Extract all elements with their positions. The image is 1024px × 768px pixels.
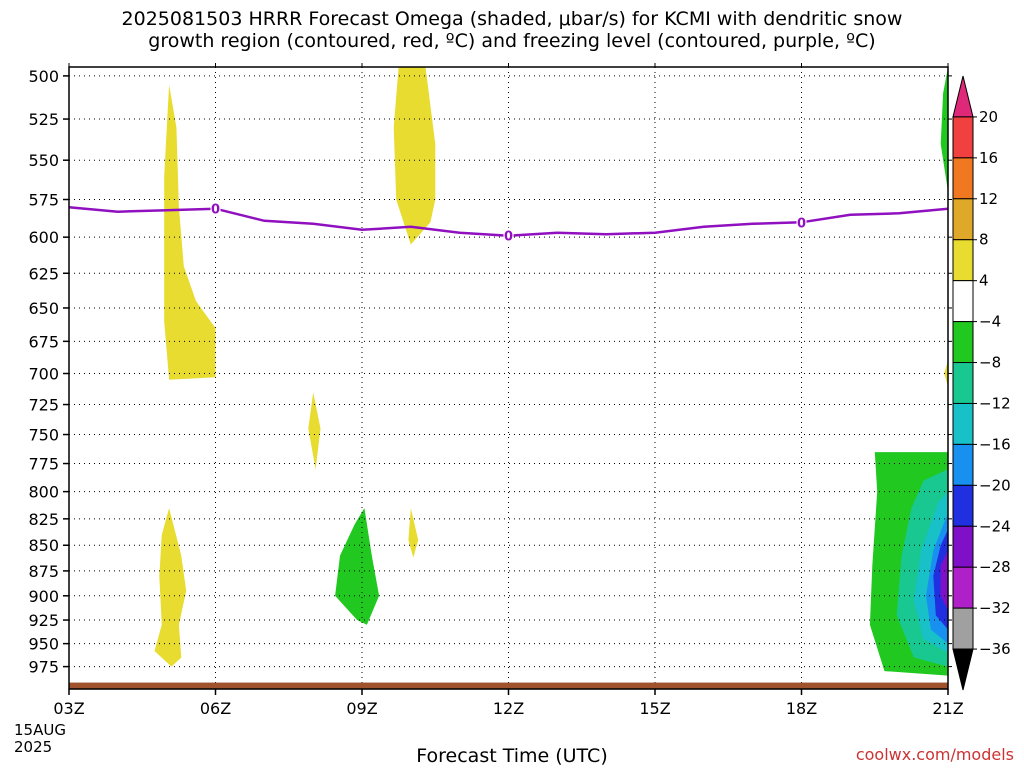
purple-core-21z [940, 550, 948, 611]
y-tick-label: 525 [28, 110, 59, 129]
y-tick-label: 700 [28, 365, 59, 384]
x-axis-label: Forecast Time (UTC) [416, 745, 608, 767]
freezing-level-contour: 0 0 0 [68, 200, 949, 245]
colorbar-label: −20 [979, 476, 1011, 494]
colorbar-label: 4 [979, 272, 989, 290]
colorbar-box [952, 280, 974, 323]
colorbar-box [952, 525, 974, 568]
colorbar-label: 8 [979, 231, 989, 249]
colorbar-label: −16 [979, 435, 1011, 453]
colorbar-box [952, 566, 974, 609]
ground-surface [69, 682, 948, 690]
y-tick-label: 850 [28, 536, 59, 555]
colorbar-label: 20 [979, 108, 998, 126]
y-tick-label: 925 [28, 611, 59, 630]
colorbar-label: −28 [979, 558, 1011, 576]
y-axis-ticks: 500 525 550 575 600 625 650 675 700 725 750 775 800 8… [28, 67, 952, 677]
y-tick-label: 825 [28, 510, 59, 529]
y-tick-label: 500 [28, 67, 59, 86]
y-tick-label: 625 [28, 264, 59, 283]
freezing-label-bg [210, 200, 221, 217]
y-tick-label: 800 [28, 483, 59, 502]
colorbar-box [952, 239, 974, 282]
yellow-plume-10z [393, 67, 436, 245]
date-year-label: 2025 [14, 738, 53, 756]
date-day-label: 15AUG [14, 721, 66, 739]
colorbar-box [952, 402, 974, 445]
colorbar-label: 12 [979, 190, 998, 208]
chart-title: 2025081503 HRRR Forecast Omega (shaded, … [0, 8, 1024, 52]
colorbar-box [952, 321, 974, 364]
y-tick-label: 775 [28, 455, 59, 474]
freezing-level-label: 0 [211, 203, 220, 218]
title-line-1: 2025081503 HRRR Forecast Omega (shaded, … [121, 8, 903, 30]
colorbar-label: −4 [979, 313, 1001, 331]
colorbar-box [952, 484, 974, 527]
x-tick-label: 06Z [200, 699, 231, 718]
colorbar-box [952, 157, 974, 200]
colorbar-label: −36 [979, 640, 1011, 658]
x-tick-label: 03Z [53, 699, 84, 718]
colorbar-top-arrow [952, 75, 974, 118]
y-tick-label: 875 [28, 562, 59, 581]
colorbar-bottom-arrow [952, 648, 974, 691]
colorbar-box [952, 198, 974, 241]
credit-link[interactable]: coolwx.com/models [855, 745, 1014, 764]
x-tick-label: 15Z [639, 699, 670, 718]
colorbar-label: −32 [979, 599, 1011, 617]
freezing-label-bg [503, 227, 514, 244]
yellow-blob-10z [408, 508, 419, 558]
ground-bar [69, 682, 948, 690]
title-line-2: growth region (contoured, red, ºC) and f… [148, 30, 876, 52]
colorbar: 20 16 12 8 4 −4 −8 −12 −16 −20 −24 −28 −32 −36 [952, 75, 1011, 691]
green-blob-09z [335, 508, 380, 625]
x-tick-label: 21Z [932, 699, 963, 718]
y-tick-label: 725 [28, 396, 59, 415]
colorbar-box [952, 607, 974, 650]
y-tick-label: 650 [28, 299, 59, 318]
blue-core-21z [933, 529, 948, 630]
yellow-sliver-700-21z [944, 360, 948, 387]
green-sliver-top-21z [940, 67, 948, 192]
colorbar-label: −12 [979, 394, 1011, 412]
x-tick-label: 18Z [786, 699, 817, 718]
y-tick-label: 950 [28, 635, 59, 654]
colorbar-label: −8 [979, 354, 1001, 372]
y-tick-label: 575 [28, 191, 59, 210]
x-axis-ticks: 03Z 06Z 09Z 12Z 15Z 18Z 21Z [53, 63, 964, 718]
x-tick-label: 09Z [346, 699, 377, 718]
y-tick-label: 675 [28, 332, 59, 351]
yellow-plume-05z [164, 84, 216, 380]
yellow-blob-08z [308, 392, 321, 470]
x-tick-label: 12Z [493, 699, 524, 718]
y-tick-label: 975 [28, 658, 59, 677]
freezing-level-label: 0 [504, 230, 513, 245]
y-tick-label: 750 [28, 426, 59, 445]
y-tick-label: 600 [28, 228, 59, 247]
grid-lines [69, 67, 948, 689]
y-tick-label: 900 [28, 587, 59, 606]
freezing-label-bg [796, 214, 807, 231]
colorbar-label: −24 [979, 517, 1011, 535]
colorbar-label: 16 [979, 149, 998, 167]
colorbar-box [952, 443, 974, 486]
y-tick-label: 550 [28, 151, 59, 170]
yellow-plume-low-05z [154, 508, 187, 667]
freezing-level-label: 0 [797, 216, 806, 231]
colorbar-box [952, 116, 974, 159]
colorbar-box [952, 362, 974, 404]
